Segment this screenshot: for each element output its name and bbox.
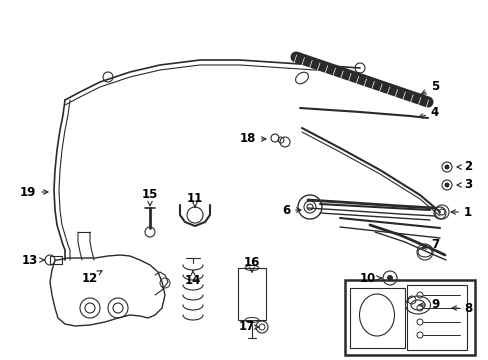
Text: 14: 14 (184, 271, 201, 287)
Circle shape (444, 165, 448, 170)
Text: 12: 12 (81, 271, 102, 284)
Text: 17: 17 (238, 320, 258, 333)
Text: 13: 13 (22, 253, 44, 266)
Text: 18: 18 (239, 132, 265, 145)
Text: 8: 8 (451, 302, 471, 315)
Text: 3: 3 (456, 179, 471, 192)
Bar (238, 268, 265, 320)
Circle shape (438, 209, 444, 215)
Circle shape (306, 204, 312, 210)
Text: 1: 1 (450, 206, 471, 219)
Text: 4: 4 (418, 107, 438, 120)
Bar (349, 288, 404, 348)
Bar (345, 280, 474, 355)
Bar (50, 256, 62, 264)
Circle shape (444, 183, 448, 188)
Text: 19: 19 (20, 185, 48, 198)
Text: 10: 10 (359, 271, 381, 284)
Text: 7: 7 (421, 238, 438, 252)
Circle shape (259, 324, 264, 330)
Text: 16: 16 (244, 256, 260, 272)
Text: 9: 9 (418, 298, 438, 311)
Text: 6: 6 (281, 203, 300, 216)
Text: 2: 2 (456, 161, 471, 174)
Text: 5: 5 (421, 81, 438, 94)
Bar (406, 285, 466, 350)
Text: 15: 15 (142, 189, 158, 206)
Text: 11: 11 (186, 192, 203, 207)
Circle shape (386, 275, 392, 281)
